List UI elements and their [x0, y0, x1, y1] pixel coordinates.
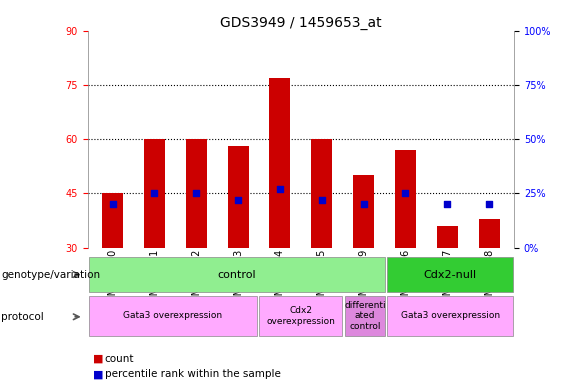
- Point: [359, 201, 368, 207]
- Bar: [345, 296, 385, 336]
- Point: [401, 190, 410, 197]
- Point: [318, 197, 327, 203]
- Bar: [89, 296, 257, 336]
- Point: [108, 201, 117, 207]
- Bar: [228, 146, 249, 248]
- Bar: [89, 257, 385, 292]
- Bar: [479, 219, 499, 248]
- Bar: [259, 296, 342, 336]
- Bar: [102, 194, 123, 248]
- Text: control: control: [218, 270, 256, 280]
- Bar: [437, 226, 458, 248]
- Bar: [353, 175, 374, 248]
- Bar: [395, 150, 416, 248]
- Text: ■: ■: [93, 354, 104, 364]
- Bar: [388, 296, 513, 336]
- Point: [443, 201, 452, 207]
- Point: [485, 201, 494, 207]
- Title: GDS3949 / 1459653_at: GDS3949 / 1459653_at: [220, 16, 382, 30]
- Text: genotype/variation: genotype/variation: [1, 270, 100, 280]
- Text: count: count: [105, 354, 134, 364]
- Text: differenti
ated
control: differenti ated control: [344, 301, 386, 331]
- Text: Gata3 overexpression: Gata3 overexpression: [401, 311, 499, 320]
- Point: [150, 190, 159, 197]
- Bar: [311, 139, 332, 248]
- Bar: [270, 78, 290, 248]
- Bar: [144, 139, 165, 248]
- Text: protocol: protocol: [1, 312, 44, 322]
- Text: percentile rank within the sample: percentile rank within the sample: [105, 369, 280, 379]
- Bar: [186, 139, 207, 248]
- Text: ■: ■: [93, 369, 104, 379]
- Point: [192, 190, 201, 197]
- Text: Gata3 overexpression: Gata3 overexpression: [123, 311, 223, 320]
- Point: [275, 186, 284, 192]
- Bar: [388, 257, 513, 292]
- Point: [233, 197, 242, 203]
- Text: Cdx2
overexpression: Cdx2 overexpression: [267, 306, 335, 326]
- Text: Cdx2-null: Cdx2-null: [424, 270, 477, 280]
